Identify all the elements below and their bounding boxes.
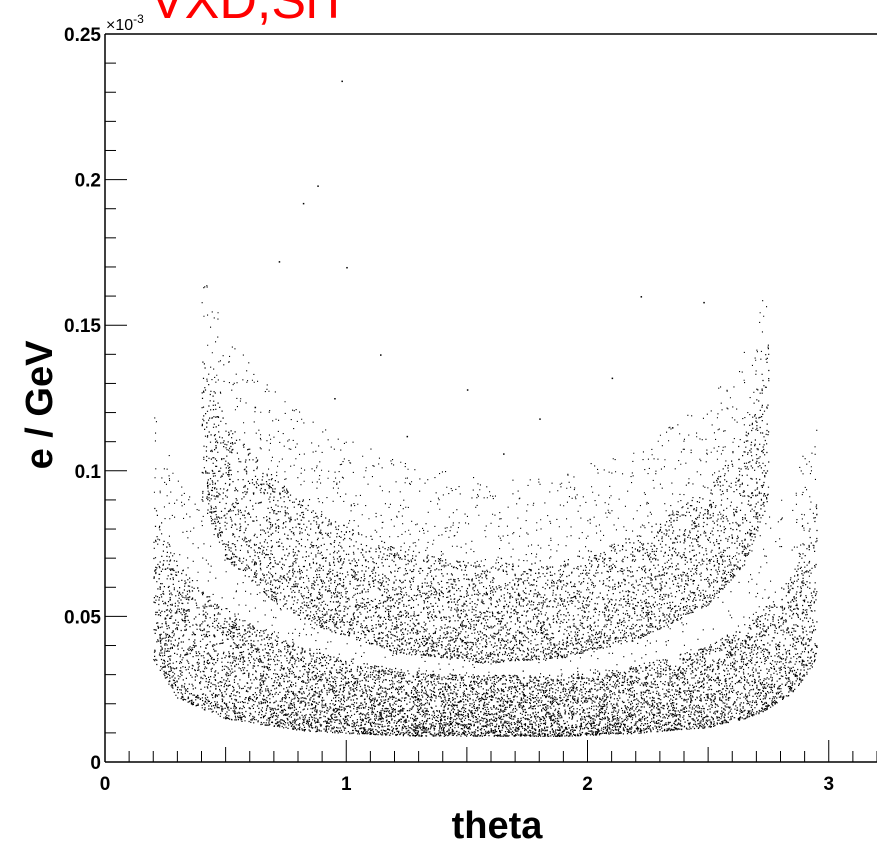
x-tick-label: 3 [823,774,834,795]
y-axis-title: e / GeV [19,340,61,469]
y-tick-label: 0.1 [75,462,102,483]
y-axis-exponent: ×10-3 [106,12,144,34]
outlier-point [611,377,614,380]
scatter-points [153,80,818,737]
scatter-point-cloud [153,285,818,737]
outlier-point [640,296,643,298]
y-tick-label: 0.05 [64,607,101,628]
outlier-point [703,301,705,304]
outlier-point [278,261,281,263]
outlier-point [334,398,336,400]
outlier-point [254,406,257,409]
tick-labels: 0 1 2 3 0 0.05 0.1 0.15 0.2 0.25 [64,25,834,795]
x-axis-title: theta [452,805,544,847]
outlier-point [317,185,319,187]
y-tick-label: 0.25 [64,25,101,46]
x-tick-label: 1 [341,774,352,795]
outlier-point [346,266,348,269]
ticks [104,33,877,763]
y-tick-label: 0 [90,753,101,774]
y-tick-label: 0.2 [75,171,101,192]
outlier-point [503,453,505,455]
outlier-point [671,427,674,429]
x-tick-label: 0 [100,774,111,795]
outlier-point [302,202,305,205]
outlier-point [466,389,469,391]
outlier-point [341,80,343,83]
chart-title: VXD,SiT [150,0,349,30]
outlier-point [406,435,409,438]
y-tick-label: 0.15 [64,316,101,337]
outlier-point [539,418,541,420]
outlier-point [380,354,382,356]
x-tick-label: 2 [582,774,593,795]
